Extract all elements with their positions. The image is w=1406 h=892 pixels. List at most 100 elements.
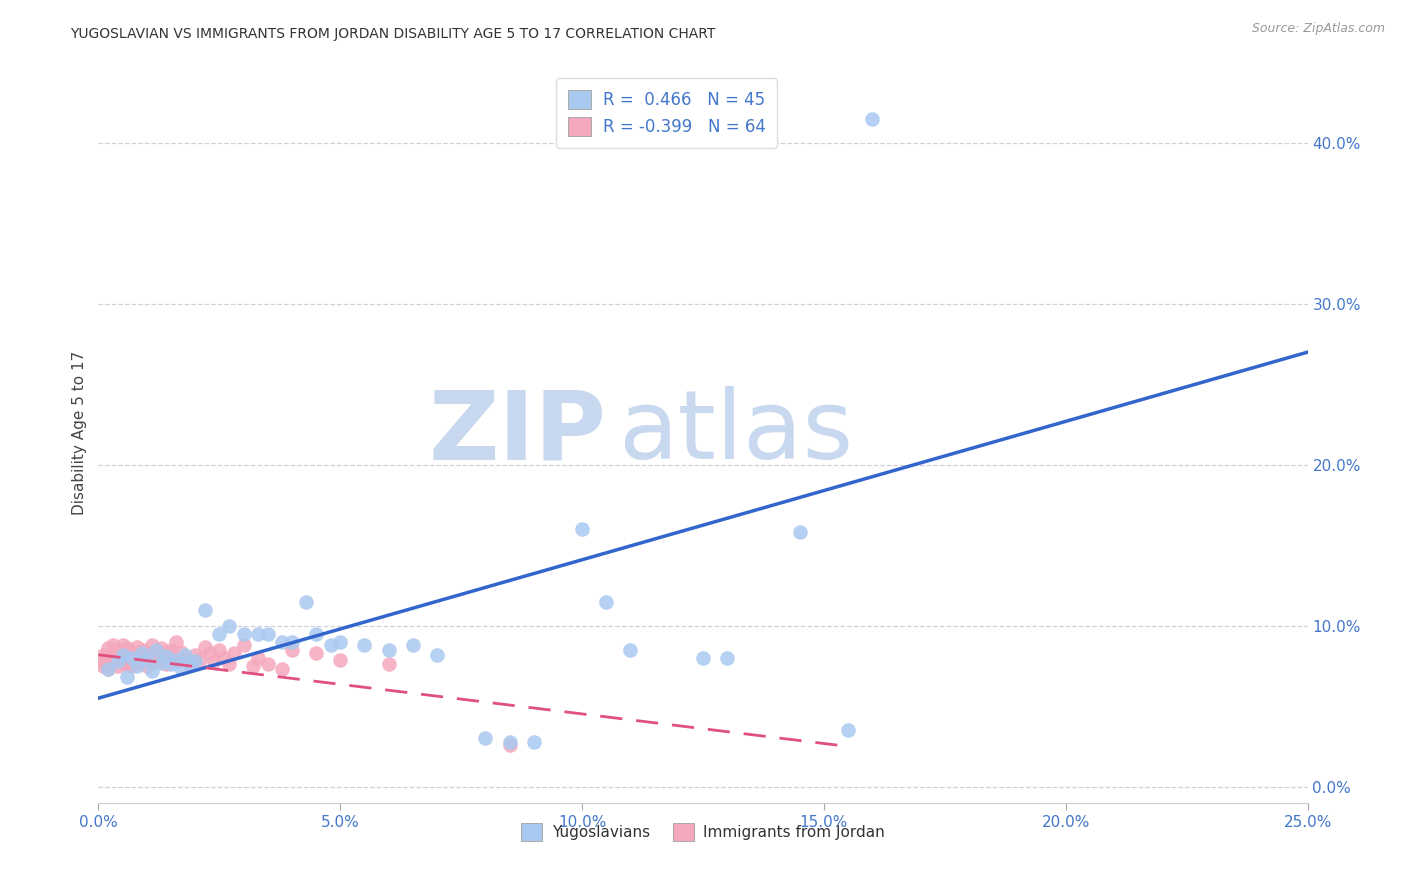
- Point: [127, 640, 149, 654]
- Point: [97, 662, 120, 676]
- Y-axis label: Disability Age 5 to 17: Disability Age 5 to 17: [72, 351, 87, 515]
- Point: [208, 643, 231, 657]
- Point: [155, 649, 177, 664]
- Point: [141, 652, 163, 666]
- Point: [169, 644, 191, 658]
- Point: [571, 522, 593, 536]
- Point: [145, 644, 167, 658]
- Point: [107, 643, 129, 657]
- Point: [135, 659, 157, 673]
- Point: [131, 651, 153, 665]
- Point: [91, 659, 114, 673]
- Point: [91, 648, 114, 662]
- Point: [127, 656, 149, 670]
- Point: [141, 664, 163, 678]
- Point: [131, 643, 153, 657]
- Point: [97, 662, 120, 676]
- Point: [271, 635, 294, 649]
- Point: [402, 638, 425, 652]
- Point: [121, 646, 143, 660]
- Point: [305, 646, 328, 660]
- Point: [208, 627, 231, 641]
- Point: [160, 643, 183, 657]
- Point: [247, 627, 270, 641]
- Point: [111, 652, 134, 666]
- Text: ZIP: ZIP: [429, 386, 606, 479]
- Point: [474, 731, 496, 746]
- Point: [97, 652, 120, 666]
- Point: [101, 638, 124, 652]
- Point: [305, 627, 328, 641]
- Point: [165, 652, 187, 666]
- Point: [117, 648, 139, 662]
- Point: [97, 641, 120, 656]
- Point: [145, 654, 167, 668]
- Point: [184, 654, 207, 668]
- Point: [212, 651, 235, 665]
- Point: [87, 654, 110, 668]
- Point: [101, 654, 124, 668]
- Point: [247, 651, 270, 665]
- Point: [127, 648, 149, 662]
- Point: [179, 657, 201, 672]
- Point: [117, 670, 139, 684]
- Point: [107, 649, 129, 664]
- Point: [281, 635, 304, 649]
- Point: [160, 657, 183, 672]
- Point: [498, 738, 520, 752]
- Point: [242, 659, 264, 673]
- Point: [174, 651, 197, 665]
- Point: [131, 646, 153, 660]
- Point: [117, 651, 139, 665]
- Point: [179, 656, 201, 670]
- Point: [329, 652, 352, 666]
- Point: [377, 657, 399, 672]
- Point: [256, 627, 278, 641]
- Point: [127, 659, 149, 673]
- Point: [188, 652, 211, 666]
- Point: [165, 654, 187, 668]
- Point: [150, 641, 173, 656]
- Point: [295, 594, 318, 608]
- Text: atlas: atlas: [619, 386, 853, 479]
- Point: [145, 643, 167, 657]
- Point: [121, 652, 143, 666]
- Point: [329, 635, 352, 649]
- Point: [716, 651, 738, 665]
- Point: [107, 654, 129, 668]
- Point: [155, 657, 177, 672]
- Point: [121, 659, 143, 673]
- Point: [271, 662, 294, 676]
- Point: [165, 635, 187, 649]
- Point: [692, 651, 714, 665]
- Point: [184, 648, 207, 662]
- Point: [155, 646, 177, 660]
- Point: [218, 619, 240, 633]
- Point: [169, 660, 191, 674]
- Point: [101, 646, 124, 660]
- Point: [218, 657, 240, 672]
- Point: [117, 657, 139, 672]
- Point: [174, 648, 197, 662]
- Point: [256, 657, 278, 672]
- Point: [619, 643, 641, 657]
- Point: [107, 659, 129, 673]
- Point: [194, 640, 217, 654]
- Point: [111, 648, 134, 662]
- Point: [232, 627, 254, 641]
- Point: [232, 638, 254, 652]
- Point: [222, 646, 245, 660]
- Text: Source: ZipAtlas.com: Source: ZipAtlas.com: [1251, 22, 1385, 36]
- Point: [141, 638, 163, 652]
- Point: [194, 602, 217, 616]
- Point: [377, 643, 399, 657]
- Point: [111, 646, 134, 660]
- Point: [498, 734, 520, 748]
- Point: [150, 649, 173, 664]
- Point: [135, 646, 157, 660]
- Point: [860, 112, 883, 126]
- Point: [198, 646, 221, 660]
- Point: [111, 656, 134, 670]
- Point: [150, 656, 173, 670]
- Point: [117, 641, 139, 656]
